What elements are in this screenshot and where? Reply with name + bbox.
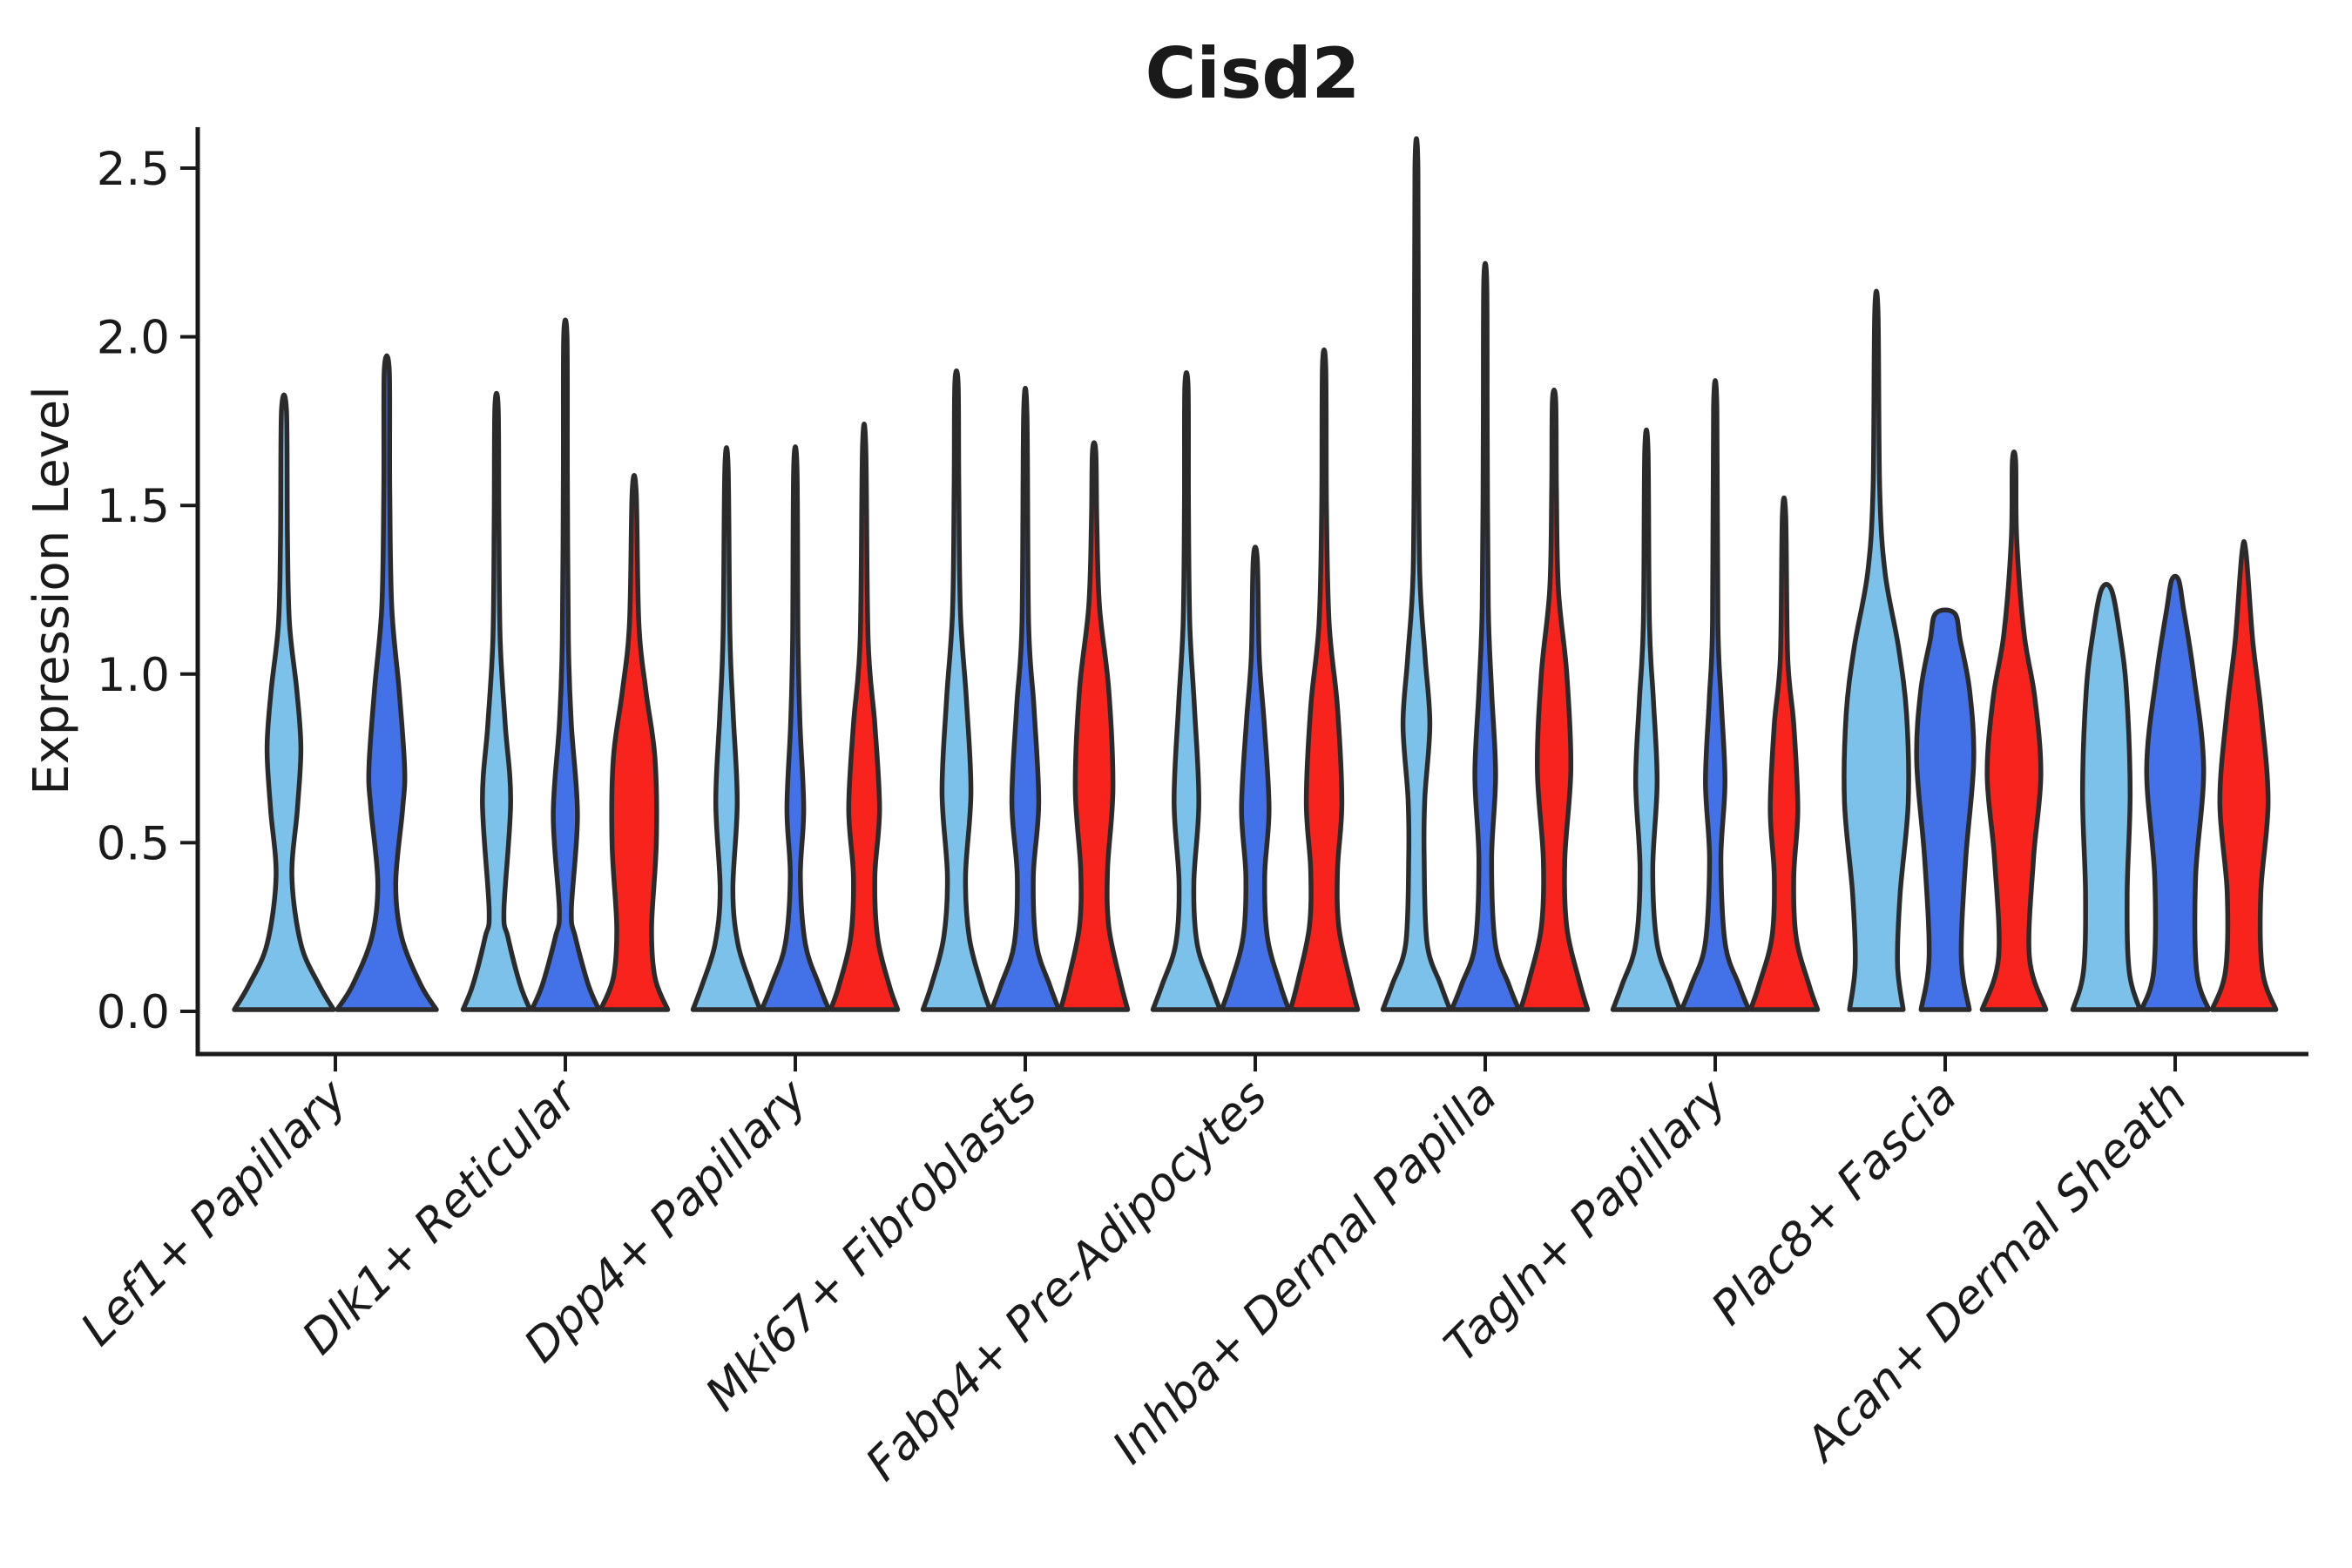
- chart-title: Cisd2: [1146, 33, 1361, 114]
- violin-tagln-red: [1747, 495, 1821, 1012]
- violin-dlk1-light_blue: [460, 390, 533, 1012]
- y-tick-label: 0.5: [97, 817, 170, 870]
- violin-plac8-red: [1979, 449, 2049, 1012]
- violin-dpp4-red: [828, 422, 901, 1012]
- y-tick-label: 2.0: [97, 312, 170, 365]
- y-tick-label: 1.5: [97, 480, 170, 533]
- violin-acan-dark_blue: [2139, 573, 2212, 1012]
- y-axis-label: Expression Level: [24, 386, 80, 795]
- violin-dpp4-light_blue: [690, 445, 763, 1012]
- violin-plac8-dark_blue: [1914, 607, 1977, 1012]
- violin-tagln-light_blue: [1610, 428, 1683, 1012]
- violin-dlk1-dark_blue: [529, 317, 602, 1012]
- y-tick-label: 1.0: [97, 649, 170, 702]
- violin-inhba-light_blue: [1380, 136, 1453, 1012]
- violin-fabp4-light_blue: [1150, 370, 1223, 1012]
- y-tick-label: 0.0: [97, 986, 170, 1039]
- x-tick-label-4: Fabp4+ Pre-Adipocytes: [856, 1070, 1278, 1491]
- violin-lef1-light_blue: [232, 392, 336, 1012]
- x-tick-label-8: Acan+ Dermal Sheath: [1794, 1070, 2198, 1473]
- violin-mki67-light_blue: [920, 368, 993, 1012]
- violin-inhba-red: [1517, 387, 1591, 1012]
- y-tick-label: 2.5: [97, 143, 170, 196]
- violin-dlk1-red: [598, 473, 671, 1012]
- violin-acan-light_blue: [2070, 582, 2143, 1012]
- violin-mki67-red: [1058, 440, 1131, 1012]
- violin-plac8-light_blue: [1842, 288, 1911, 1012]
- violin-tagln-dark_blue: [1679, 378, 1752, 1012]
- violin-lef1-dark_blue: [335, 353, 439, 1012]
- violin-mki67-dark_blue: [989, 385, 1062, 1012]
- x-tick-label-7: Plac8+ Fascia: [1701, 1070, 1967, 1335]
- axes-layer: [180, 127, 2308, 1071]
- violin-fabp4-dark_blue: [1219, 544, 1292, 1012]
- x-tick-label-5: Inhba+ Dermal Papilla: [1103, 1070, 1507, 1474]
- violin-fabp4-red: [1288, 347, 1361, 1012]
- violin-dpp4-dark_blue: [759, 444, 832, 1012]
- violins-layer: [232, 136, 2279, 1012]
- violin-inhba-dark_blue: [1449, 260, 1522, 1012]
- violin-acan-red: [2209, 539, 2279, 1012]
